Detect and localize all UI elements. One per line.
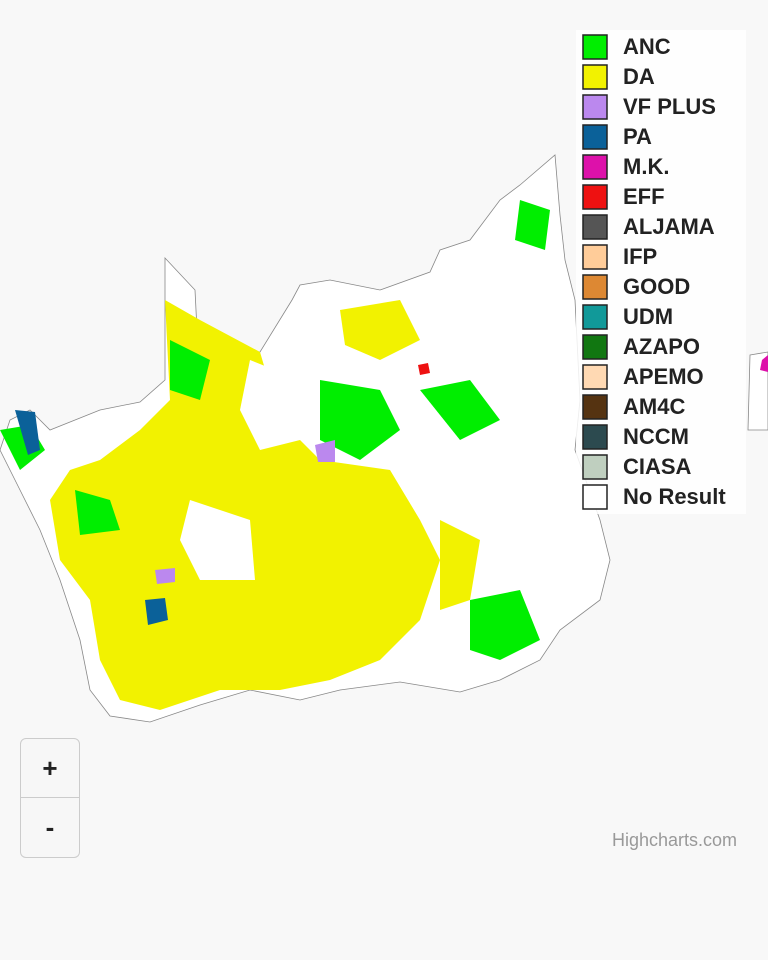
legend-label: ANC	[623, 34, 671, 59]
credits[interactable]: Highcharts.com	[612, 830, 738, 850]
legend-label: ALJAMA	[623, 214, 715, 239]
legend-swatch	[582, 244, 608, 270]
legend-swatch	[582, 154, 608, 180]
legend-swatch	[582, 34, 608, 60]
legend-swatch	[582, 184, 608, 210]
region	[320, 380, 400, 460]
region	[315, 440, 335, 462]
legend-swatch	[582, 214, 608, 240]
legend-label: CIASA	[623, 454, 692, 479]
region	[240, 360, 300, 450]
legend-label: NCCM	[623, 424, 689, 449]
legend-swatch	[582, 424, 608, 450]
legend-label: VF PLUS	[623, 94, 716, 119]
legend-swatch	[582, 304, 608, 330]
legend: ANC DA VF PLUS PA M.K. EFF ALJAMA IFP GOOD UDM AZA…	[576, 30, 746, 514]
legend-label: APEMO	[623, 364, 704, 389]
region	[155, 568, 175, 584]
zoom-in-button[interactable]: +	[20, 738, 80, 798]
region	[420, 380, 500, 440]
legend-label: M.K.	[623, 154, 669, 179]
legend-swatch	[582, 334, 608, 360]
legend-label: No Result	[623, 484, 726, 509]
legend-swatch	[582, 94, 608, 120]
region	[470, 590, 540, 660]
region	[15, 410, 40, 455]
region	[170, 340, 210, 400]
region	[75, 490, 120, 535]
region	[760, 355, 768, 372]
legend-label: IFP	[623, 244, 657, 269]
region	[145, 598, 168, 625]
region	[515, 200, 550, 250]
legend-swatch	[582, 64, 608, 90]
legend-label: AM4C	[623, 394, 685, 419]
region	[440, 520, 480, 610]
legend-swatch	[582, 454, 608, 480]
map-regions	[0, 154, 768, 723]
region	[418, 363, 430, 375]
legend-swatch	[582, 124, 608, 150]
zoom-out-button[interactable]: -	[20, 798, 80, 858]
legend-swatch	[582, 394, 608, 420]
legend-label: AZAPO	[623, 334, 700, 359]
legend-label: DA	[623, 64, 655, 89]
legend-swatch	[582, 274, 608, 300]
legend-label: EFF	[623, 184, 665, 209]
legend-label: GOOD	[623, 274, 690, 299]
neighbour-outline	[747, 351, 768, 431]
region	[180, 500, 255, 580]
legend-swatch	[582, 364, 608, 390]
legend-label: PA	[623, 124, 652, 149]
region	[340, 300, 420, 360]
legend-label: UDM	[623, 304, 673, 329]
legend-swatch	[582, 484, 608, 510]
